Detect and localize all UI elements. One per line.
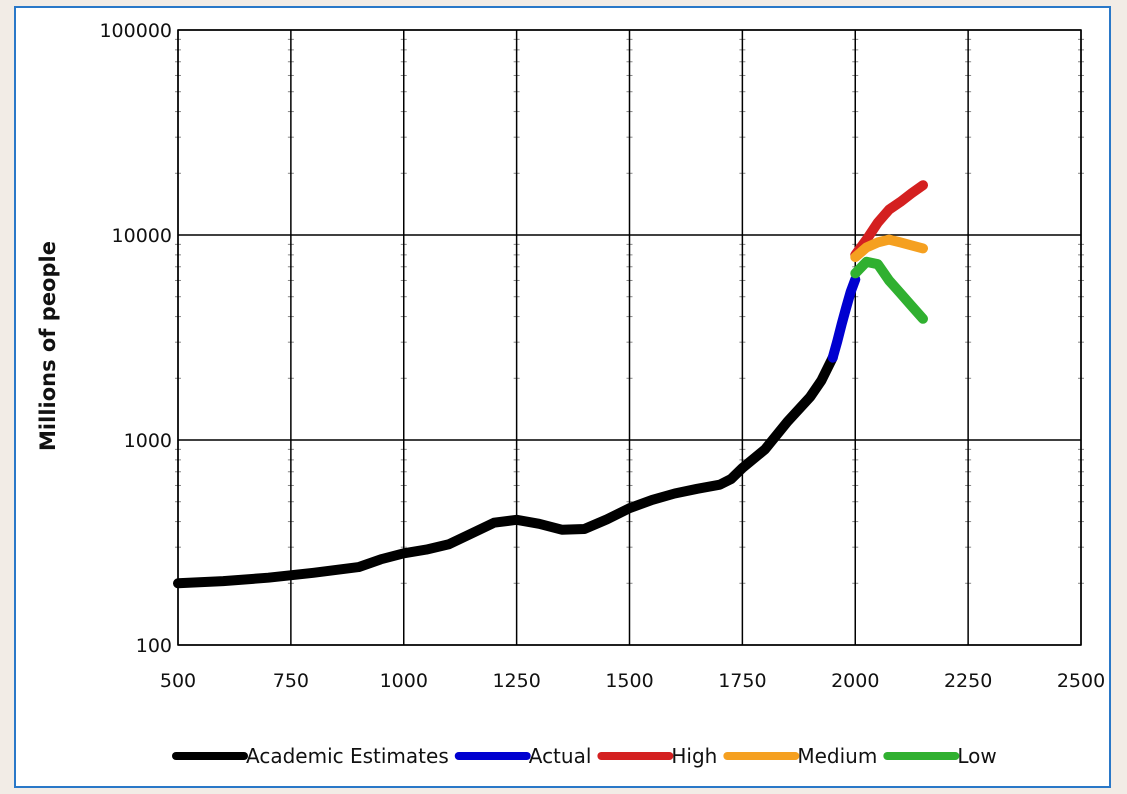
y-tick-label: 100000 [99, 20, 172, 42]
y-tick-label: 10000 [112, 225, 172, 247]
legend-label-low: Low [957, 744, 996, 768]
y-tick-label: 1000 [124, 430, 172, 452]
x-tick-label: 1750 [718, 670, 766, 692]
series-lines [173, 180, 928, 589]
x-tick-label: 2250 [944, 670, 992, 692]
legend-label-actual: Actual [529, 744, 592, 768]
legend-label-academic-estimates: Academic Estimates [246, 744, 449, 768]
chart-frame: 500 750 1000 1250 1500 1750 2000 2250 2500 100 100… [14, 6, 1111, 788]
legend-label-medium: Medium [797, 744, 877, 768]
population-chart: 500 750 1000 1250 1500 1750 2000 2250 2500 100 100… [36, 20, 1105, 768]
series-line-academic-estimates [173, 352, 838, 589]
x-tick-label: 1500 [605, 670, 653, 692]
x-tick-label: 750 [273, 670, 309, 692]
series-line-actual [827, 274, 861, 363]
x-tick-label: 2500 [1057, 670, 1105, 692]
x-tick-label: 2000 [831, 670, 879, 692]
y-tick-label: 100 [136, 635, 172, 657]
legend-label-high: High [671, 744, 717, 768]
series-line-high [850, 180, 928, 260]
plot-border [177, 29, 1082, 646]
legend: Academic Estimates Actual High Medium Low [172, 744, 997, 768]
series-line-low [850, 256, 928, 324]
axes: 500 750 1000 1250 1500 1750 2000 2250 2500 100 100… [99, 20, 1105, 692]
x-tick-label: 1000 [380, 670, 428, 692]
grid [175, 29, 1084, 646]
series-line-medium [850, 234, 928, 263]
y-axis-label: Millions of people [36, 241, 60, 451]
x-tick-label: 500 [160, 670, 196, 692]
x-tick-label: 1250 [492, 670, 540, 692]
